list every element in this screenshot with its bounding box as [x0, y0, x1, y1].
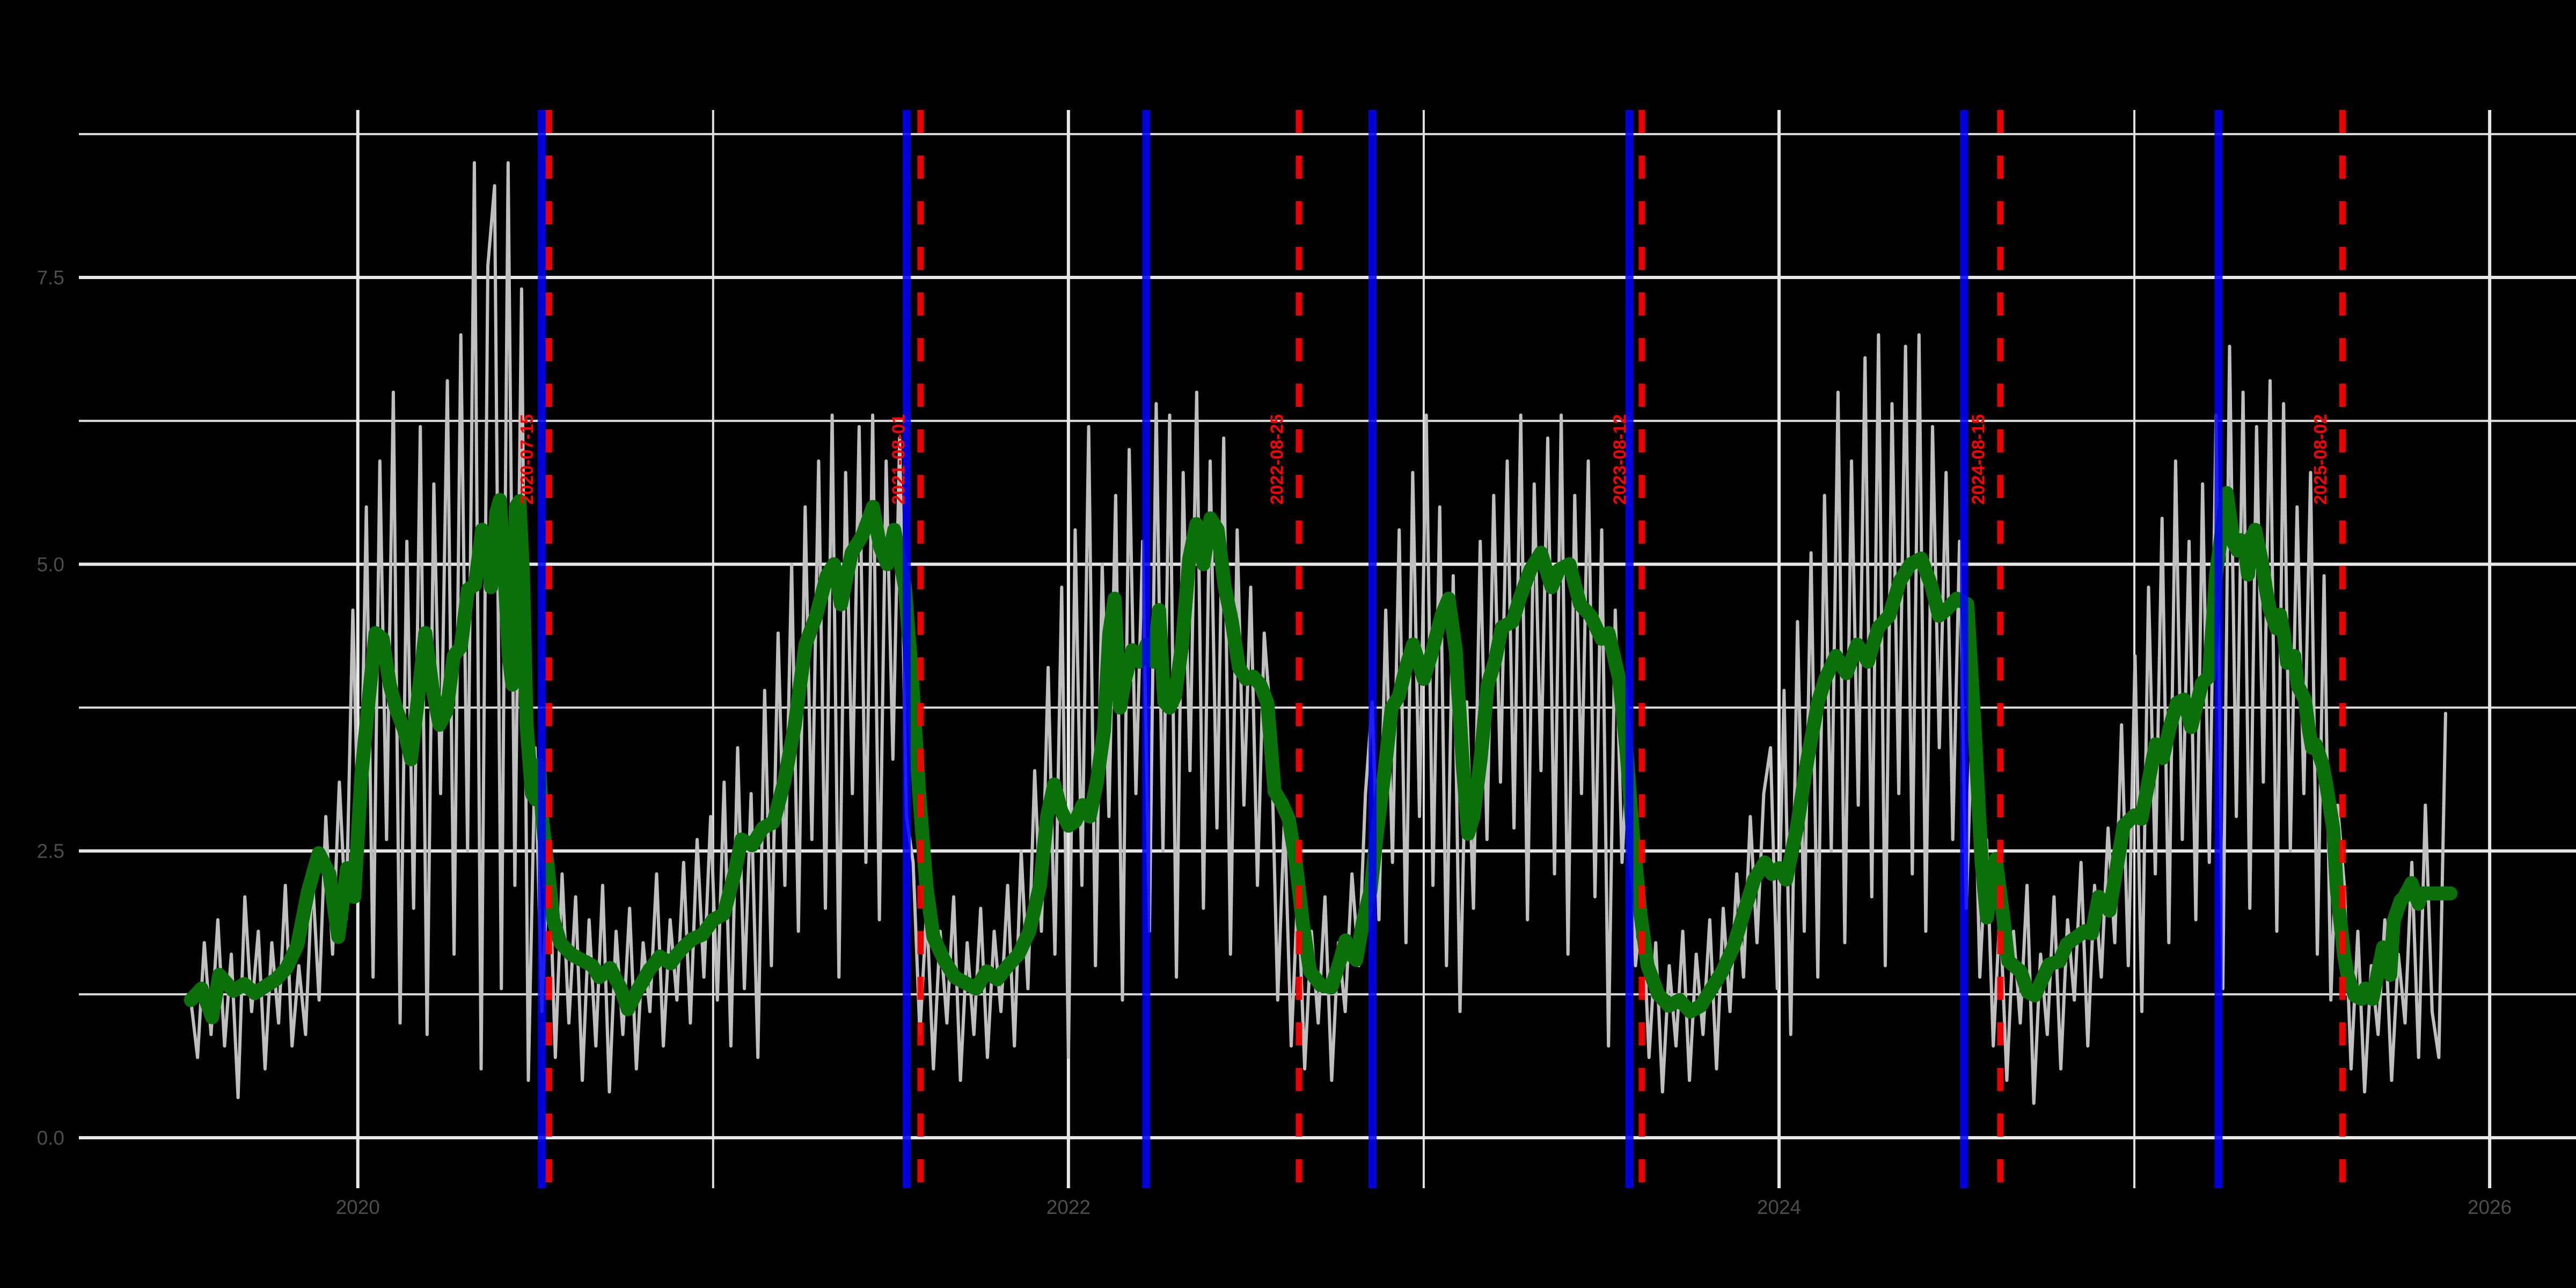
y-axis-tick-label: 7.5 — [37, 267, 64, 289]
event-date-label: 2025-08-02 — [2310, 414, 2330, 505]
x-axis-tick-label: 2020 — [336, 1196, 380, 1218]
event-date-labels: 2020-07-15 2021-08-01 2022-08-25 2023-08-12… — [517, 414, 2330, 505]
y-axis-tick-label: 2.5 — [37, 840, 64, 862]
event-date-label: 2020-07-15 — [517, 414, 537, 505]
event-lines-solid-blue — [538, 110, 2223, 1188]
x-axis-tick-labels: 2020 2022 2024 2026 — [336, 1196, 2512, 1218]
y-axis-tick-label: 5.0 — [37, 553, 64, 575]
y-axis-tick-labels: 0.0 2.5 5.0 7.5 — [37, 267, 64, 1149]
event-date-label: 2024-08-15 — [1968, 414, 1988, 505]
event-lines-dashed-red — [545, 110, 2346, 1188]
y-axis-tick-label: 0.0 — [37, 1127, 64, 1149]
x-axis-tick-label: 2024 — [1757, 1196, 1801, 1218]
event-date-label: 2023-08-12 — [1609, 414, 1629, 505]
x-axis-tick-label: 2022 — [1046, 1196, 1091, 1218]
event-date-label: 2021-08-01 — [888, 414, 908, 505]
x-axis-tick-label: 2026 — [2468, 1196, 2512, 1218]
event-date-label: 2022-08-25 — [1267, 414, 1287, 505]
